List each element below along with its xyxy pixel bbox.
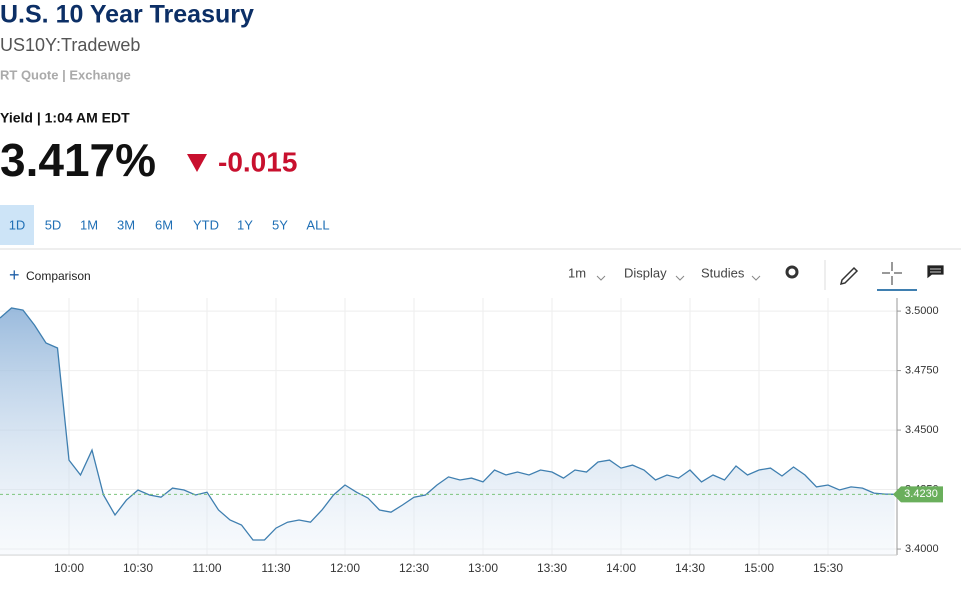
title: U.S. 10 Year Treasury bbox=[0, 1, 254, 29]
y-tick-label: 3.4000 bbox=[905, 543, 939, 555]
range-button[interactable]: 1Y bbox=[237, 217, 253, 232]
plot: 10:00 10:30 11:00 11:30 12:00 12:30 13:00 13:30… bbox=[0, 298, 943, 575]
x-tick-label: 11:00 bbox=[192, 561, 221, 575]
chevron bbox=[596, 275, 606, 281]
price: 3.417% bbox=[0, 134, 156, 186]
range-button[interactable]: 1D bbox=[9, 217, 26, 232]
y-tick-label: 3.4500 bbox=[905, 424, 939, 436]
interval-button[interactable]: 1m bbox=[568, 265, 586, 280]
draw-icon[interactable] bbox=[839, 266, 859, 286]
range-button[interactable]: 5Y bbox=[272, 217, 288, 232]
range-bar: 1D 5D 1M 3M 6M YTD 1Y 5Y ALL bbox=[9, 217, 330, 232]
source: RT Quote | Exchange bbox=[0, 67, 131, 82]
comparison-button[interactable]: Comparison bbox=[26, 269, 91, 283]
range-button[interactable]: ALL bbox=[306, 217, 329, 232]
plus-icon: + bbox=[9, 265, 20, 285]
y-tick-label: 3.5000 bbox=[905, 305, 939, 317]
symbol: US10Y:Tradeweb bbox=[0, 35, 140, 55]
chevron bbox=[751, 275, 761, 281]
range-button[interactable]: 1M bbox=[80, 217, 98, 232]
comment-icon[interactable] bbox=[926, 264, 945, 280]
last-price-label: 3.4230 bbox=[904, 488, 938, 500]
x-tick-label: 12:30 bbox=[399, 561, 429, 575]
x-tick-label: 13:30 bbox=[537, 561, 567, 575]
studies-button[interactable]: Studies bbox=[701, 265, 745, 280]
range-button[interactable]: YTD bbox=[193, 217, 219, 232]
x-tick-label: 14:30 bbox=[675, 561, 705, 575]
range-button[interactable]: 3M bbox=[117, 217, 135, 232]
y-tick-label: 3.4750 bbox=[905, 364, 939, 376]
last-price-tag bbox=[893, 486, 943, 503]
display-button[interactable]: Display bbox=[624, 265, 667, 280]
settings-icon[interactable] bbox=[785, 265, 799, 279]
price-line bbox=[0, 307, 895, 541]
chevron bbox=[675, 275, 685, 281]
x-tick-label: 14:00 bbox=[606, 561, 636, 575]
x-tick-label: 10:30 bbox=[123, 561, 153, 575]
area bbox=[0, 308, 895, 555]
x-tick-label: 13:00 bbox=[468, 561, 498, 575]
range-selected bbox=[0, 205, 34, 245]
x-tick-label: 10:00 bbox=[54, 561, 84, 575]
range-button[interactable]: 5D bbox=[45, 217, 62, 232]
x-tick-label: 12:00 bbox=[330, 561, 360, 575]
x-tick-label: 15:00 bbox=[744, 561, 774, 575]
yield-label: Yield | 1:04 AM EDT bbox=[0, 110, 130, 126]
x-tick-label: 15:30 bbox=[813, 561, 843, 575]
down-arrow bbox=[187, 154, 207, 172]
x-tick-label: 11:30 bbox=[261, 561, 290, 575]
crosshair-icon[interactable] bbox=[882, 262, 902, 285]
change: -0.015 bbox=[218, 146, 297, 177]
range-button[interactable]: 6M bbox=[155, 217, 173, 232]
